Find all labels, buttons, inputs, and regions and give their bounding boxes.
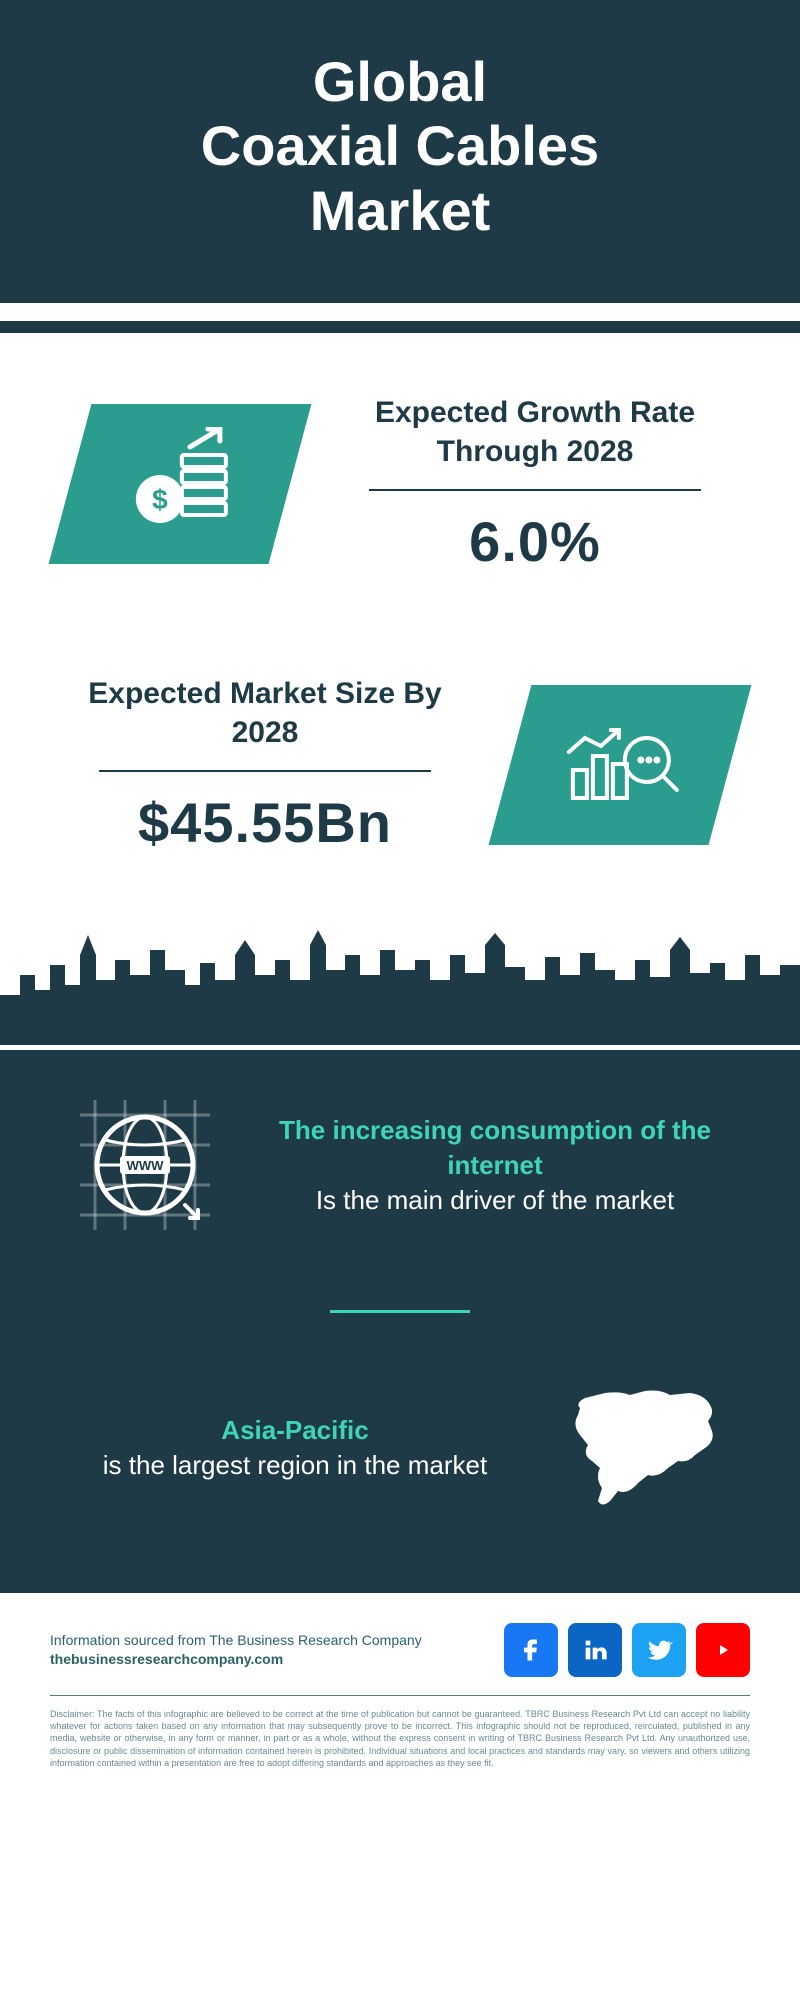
divider <box>369 489 701 491</box>
map-icon <box>560 1383 730 1513</box>
growth-stat-text: Expected Growth Rate Through 2028 6.0% <box>340 393 730 574</box>
social-links <box>504 1623 750 1677</box>
footer-divider <box>50 1695 750 1696</box>
facebook-icon[interactable] <box>504 1623 558 1677</box>
disclaimer-text: Disclaimer: The facts of this infographi… <box>50 1708 750 1769</box>
section-divider <box>330 1310 470 1313</box>
growth-label: Expected Growth Rate Through 2028 <box>340 393 730 471</box>
footer-top-row: Information sourced from The Business Re… <box>50 1623 750 1677</box>
driver-highlight: The increasing consumption of the intern… <box>260 1113 730 1183</box>
city-skyline-icon <box>0 925 800 1045</box>
money-growth-icon: $ <box>120 426 240 541</box>
www-globe-icon: WWW <box>70 1090 220 1240</box>
market-size-text: Expected Market Size By 2028 $45.55Bn <box>70 674 460 855</box>
twitter-icon[interactable] <box>632 1623 686 1677</box>
svg-text:$: $ <box>152 483 168 514</box>
market-icon-badge <box>489 685 752 845</box>
region-text-block: Asia-Pacific is the largest region in th… <box>70 1413 520 1483</box>
growth-value: 6.0% <box>340 509 730 574</box>
spacer <box>0 303 800 321</box>
linkedin-icon[interactable] <box>568 1623 622 1677</box>
market-size-section: Expected Market Size By 2028 $45.55Bn <box>0 614 800 895</box>
youtube-icon[interactable] <box>696 1623 750 1677</box>
header-banner: Global Coaxial Cables Market <box>0 0 800 303</box>
growth-stat-section: $ Expected Growth Rate Through 2028 6.0% <box>0 333 800 614</box>
driver-subtext: Is the main driver of the market <box>260 1183 730 1218</box>
region-row: Asia-Pacific is the largest region in th… <box>70 1383 730 1513</box>
market-size-value: $45.55Bn <box>70 790 460 855</box>
page-title: Global Coaxial Cables Market <box>40 50 760 243</box>
divider <box>99 770 431 772</box>
region-subtext: is the largest region in the market <box>70 1448 520 1483</box>
growth-icon-badge: $ <box>49 404 312 564</box>
accent-bar <box>0 321 800 333</box>
source-url: thebusinessresearchcompany.com <box>50 1650 422 1670</box>
footer: Information sourced from The Business Re… <box>0 1593 800 1789</box>
skyline-graphic <box>0 925 800 1050</box>
source-line: Information sourced from The Business Re… <box>50 1631 422 1651</box>
dark-info-section: WWW The increasing consumption of the in… <box>0 1050 800 1593</box>
driver-text-block: The increasing consumption of the intern… <box>260 1113 730 1218</box>
market-driver-row: WWW The increasing consumption of the in… <box>70 1090 730 1240</box>
market-size-label: Expected Market Size By 2028 <box>70 674 460 752</box>
svg-text:WWW: WWW <box>127 1158 165 1173</box>
region-highlight: Asia-Pacific <box>70 1413 520 1448</box>
market-analysis-icon <box>555 707 685 822</box>
source-attribution: Information sourced from The Business Re… <box>50 1631 422 1670</box>
